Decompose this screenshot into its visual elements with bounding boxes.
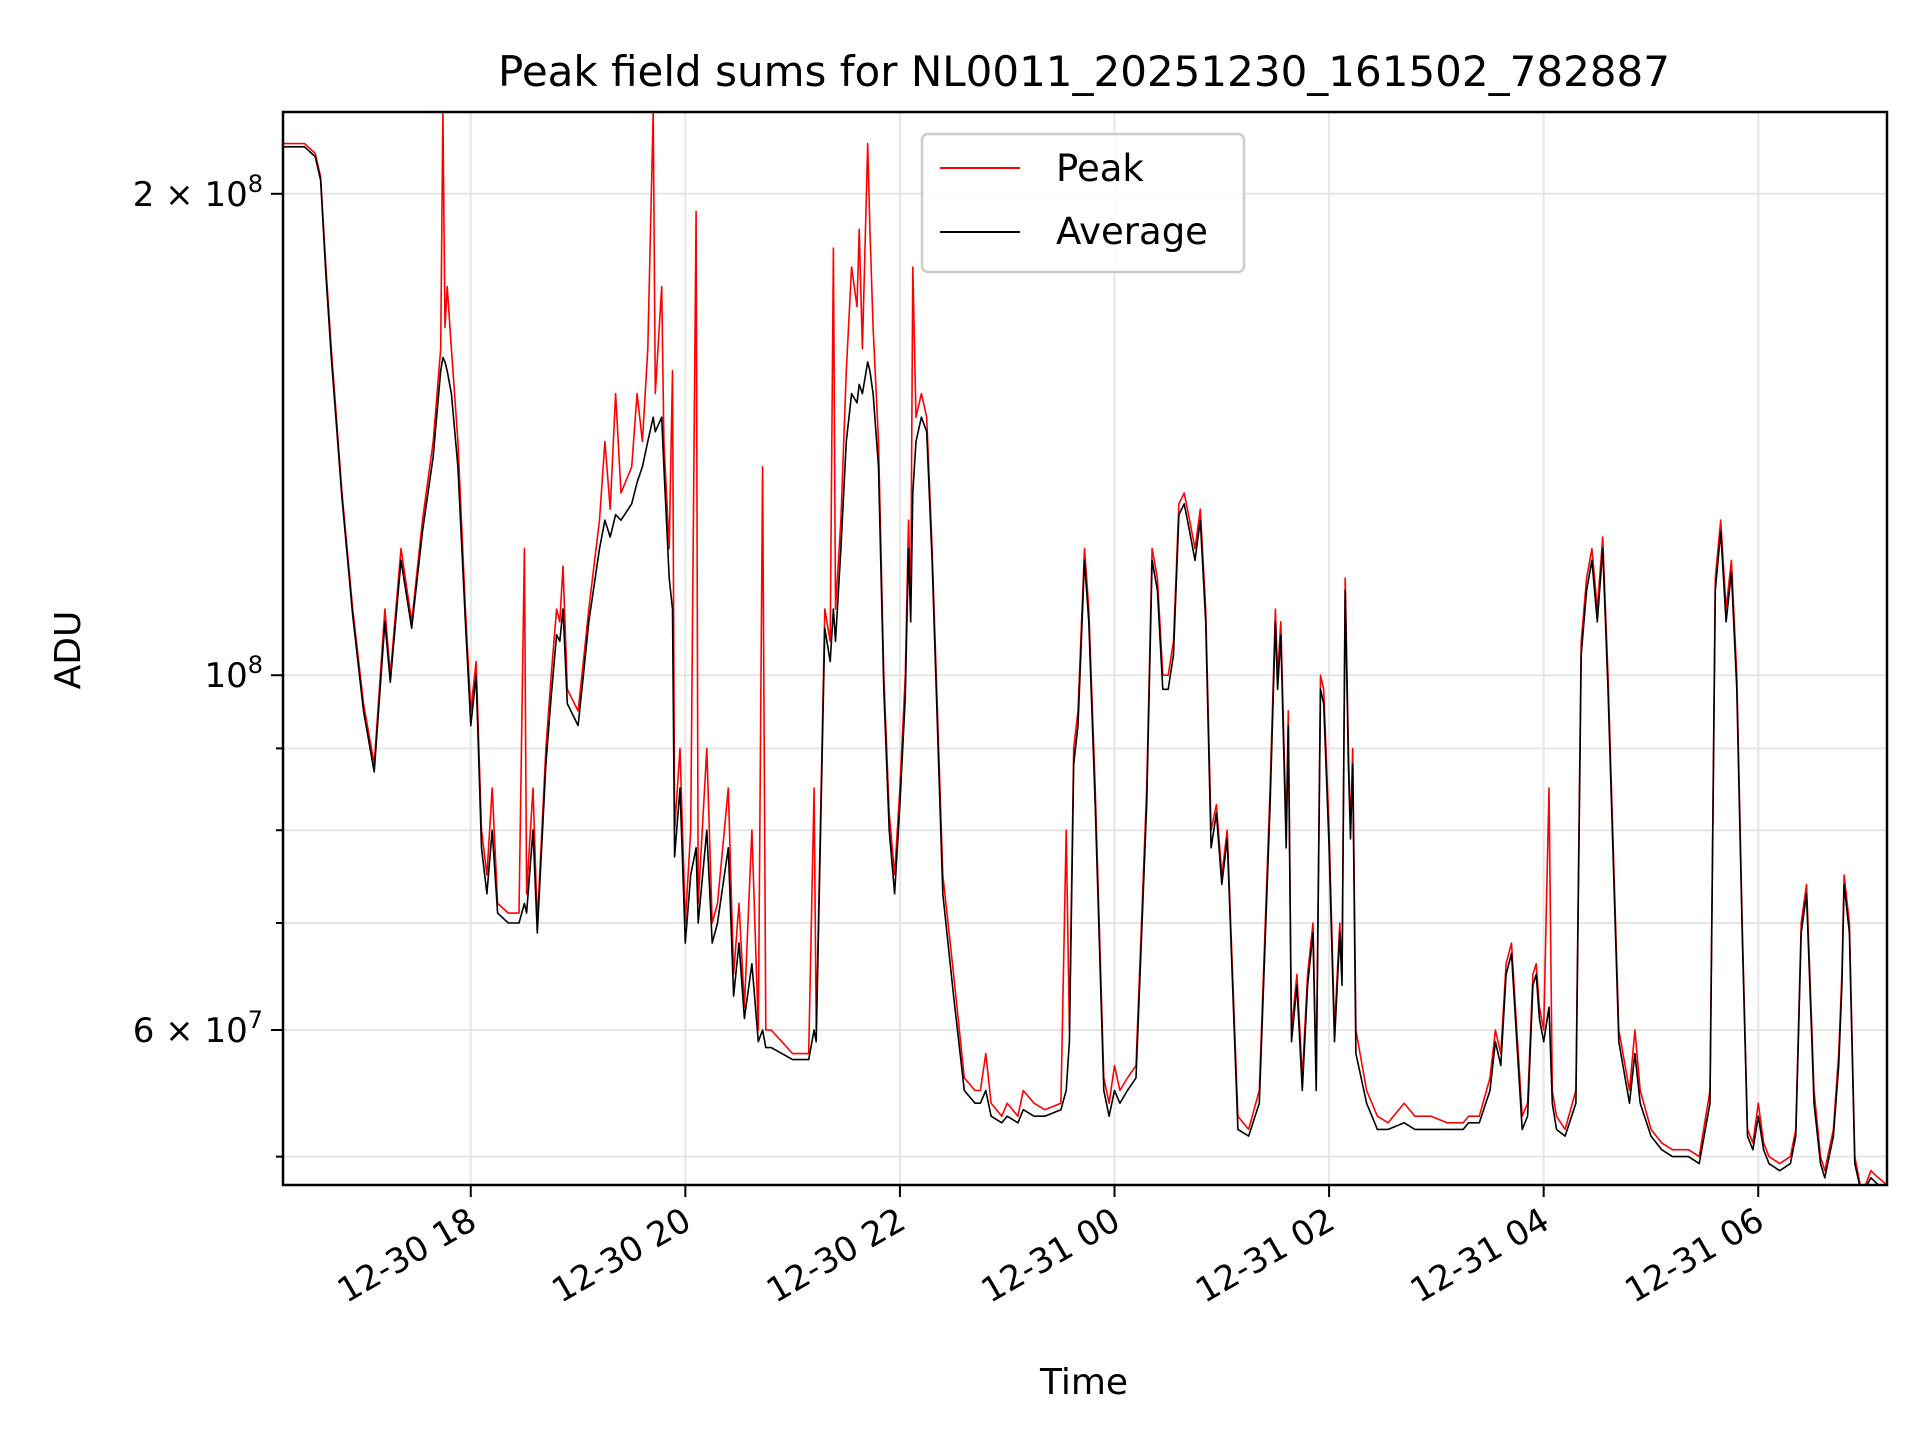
y-axis-label: ADU (48, 611, 89, 690)
legend-label-average: Average (1056, 210, 1208, 253)
series-layer (283, 112, 1887, 1185)
y-axis: 2 × 108 108 6 × 107 (133, 170, 283, 1158)
plot-frame (281, 110, 1889, 1187)
chart-title: Peak field sums for NL0011_20251230_1615… (498, 47, 1670, 96)
legend: Peak Average (920, 132, 1246, 274)
y-tick-label: 2 × 108 (133, 170, 263, 215)
grid-layer (283, 112, 1887, 1185)
y-tick-label: 6 × 107 (133, 1006, 263, 1051)
y-tick-label: 108 (204, 651, 263, 696)
x-axis-label: Time (1039, 1362, 1128, 1403)
legend-label-peak: Peak (1056, 147, 1144, 190)
series-line-average (283, 146, 1881, 1185)
